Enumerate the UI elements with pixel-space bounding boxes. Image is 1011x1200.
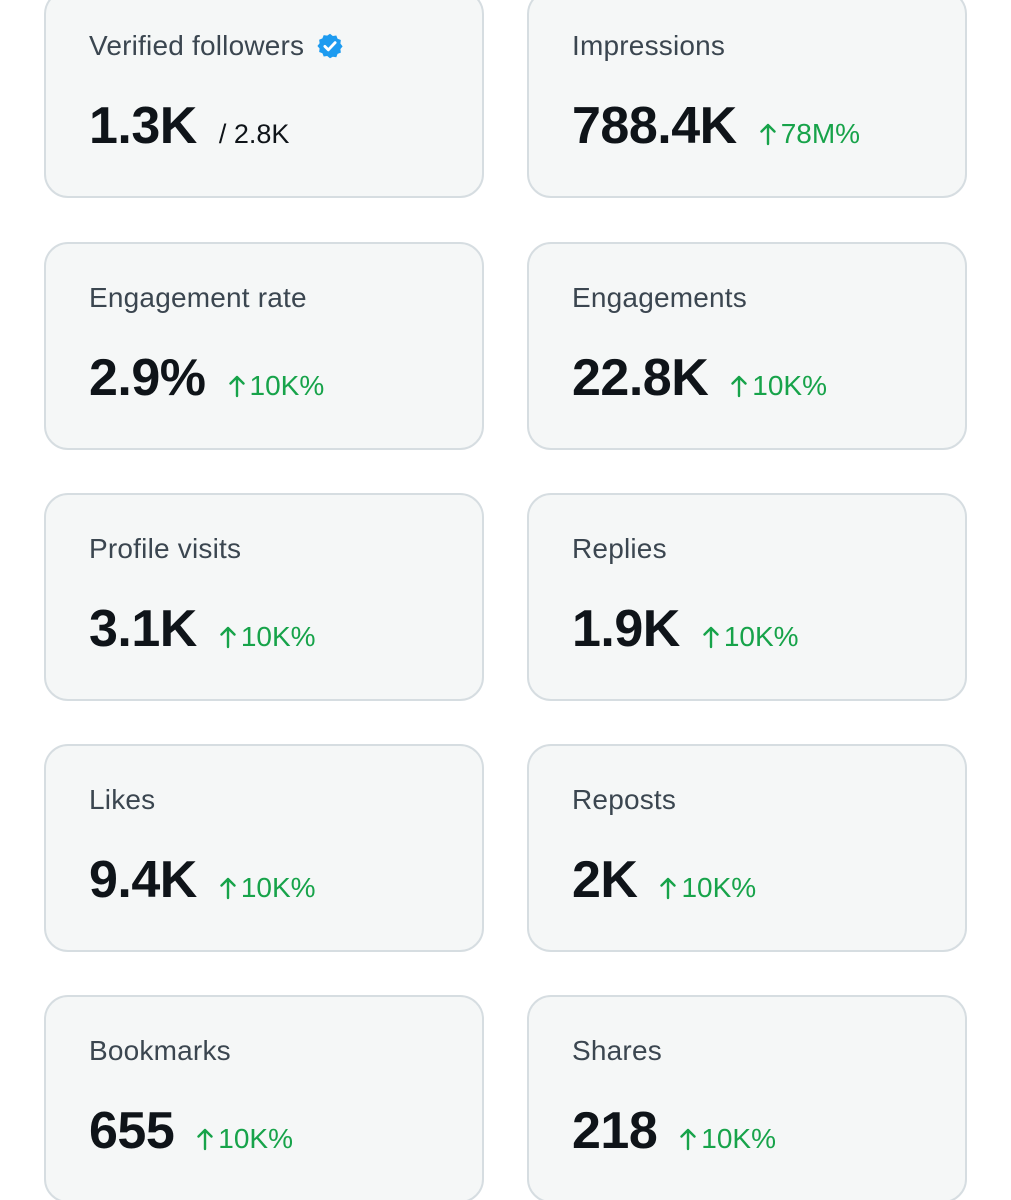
arrow-up-icon	[228, 375, 245, 398]
metric-change-value: 10K%	[723, 621, 799, 652]
metric-label: Engagements	[572, 282, 747, 313]
metric-label: Impressions	[572, 30, 726, 61]
metric-value-row: 218 10K%	[572, 1101, 776, 1161]
metric-card-shares[interactable]: Shares 218 10K%	[527, 995, 967, 1200]
metric-value-row: 22.8K 10K%	[572, 348, 827, 408]
arrow-up-icon	[220, 626, 236, 649]
metric-change: 10K%	[659, 872, 756, 904]
metric-change: 10K%	[196, 1123, 293, 1155]
metric-total: / 2.8K	[218, 119, 290, 149]
metric-value-row: 2K 10K%	[572, 850, 756, 910]
metric-card-replies[interactable]: Replies 1.9K 10K%	[527, 493, 967, 701]
metric-change-value: 10K%	[701, 1123, 776, 1154]
arrow-up-icon	[703, 626, 719, 649]
metric-value-row: 2.9% 10K%	[89, 348, 324, 408]
metric-value-row: 1.3K / 2.8K	[89, 96, 289, 156]
metric-label: Likes	[89, 784, 156, 815]
metric-value: 218	[572, 1102, 658, 1160]
metric-card-verified-followers[interactable]: Verified followers 1.3K / 2.8K	[44, 0, 484, 198]
arrow-up-icon	[220, 877, 236, 900]
metric-change-value: 10K%	[240, 621, 316, 652]
metric-card-bookmarks[interactable]: Bookmarks 655 10K%	[44, 995, 484, 1200]
metric-card-reposts[interactable]: Reposts 2K 10K%	[527, 744, 967, 952]
metric-change-value: 10K%	[681, 872, 757, 903]
arrow-up-icon	[660, 877, 677, 900]
metric-value: 1.9K	[572, 600, 680, 658]
metric-value-row: 3.1K 10K%	[89, 599, 316, 659]
metric-card-engagement-rate[interactable]: Engagement rate 2.9% 10K%	[44, 242, 484, 450]
metric-change: 10K%	[219, 872, 316, 904]
metric-card-profile-visits[interactable]: Profile visits 3.1K 10K%	[44, 493, 484, 701]
metric-label: Reposts	[572, 784, 677, 815]
metric-change: 78M%	[759, 118, 860, 150]
metric-change: 10K%	[228, 370, 325, 402]
metric-value: 2K	[572, 851, 638, 909]
metric-change: 10K%	[679, 1123, 776, 1155]
metric-label: Shares	[572, 1035, 662, 1066]
metric-value-row: 788.4K 78M%	[572, 96, 860, 156]
metric-value: 788.4K	[572, 97, 737, 155]
metric-change-value: 10K%	[218, 1123, 293, 1154]
metric-value: 2.9%	[89, 349, 206, 407]
arrow-up-icon	[731, 375, 747, 398]
metric-value-row: 9.4K 10K%	[89, 850, 316, 910]
metric-value: 22.8K	[572, 349, 709, 407]
arrow-up-icon	[759, 123, 776, 146]
arrow-up-icon	[197, 1128, 213, 1151]
metric-value-row: 655 10K%	[89, 1101, 293, 1161]
metric-value: 655	[89, 1102, 175, 1160]
metric-value-row: 1.9K 10K%	[572, 599, 799, 659]
metric-label: Replies	[572, 533, 667, 564]
metric-value: 3.1K	[89, 600, 197, 658]
metric-value: 1.3K	[89, 97, 197, 155]
metric-value: 9.4K	[89, 851, 197, 909]
metric-card-impressions[interactable]: Impressions 788.4K 78M%	[527, 0, 967, 198]
metric-label: Verified followers	[89, 30, 344, 62]
metric-label: Engagement rate	[89, 282, 307, 313]
metric-change: 10K%	[730, 370, 827, 402]
metric-change-value: 10K%	[249, 370, 325, 401]
metric-change: 10K%	[219, 621, 316, 653]
arrow-up-icon	[680, 1128, 696, 1151]
metric-label-text: Verified followers	[89, 30, 305, 61]
metric-change: 10K%	[702, 621, 799, 653]
metric-change-value: 78M%	[780, 118, 861, 149]
verified-badge-icon	[317, 33, 343, 59]
metric-label: Bookmarks	[89, 1035, 231, 1066]
metric-change-value: 10K%	[240, 872, 316, 903]
metric-card-engagements[interactable]: Engagements 22.8K 10K%	[527, 242, 967, 450]
metric-change-value: 10K%	[752, 370, 827, 401]
metric-card-likes[interactable]: Likes 9.4K 10K%	[44, 744, 484, 952]
metric-label: Profile visits	[89, 533, 242, 564]
